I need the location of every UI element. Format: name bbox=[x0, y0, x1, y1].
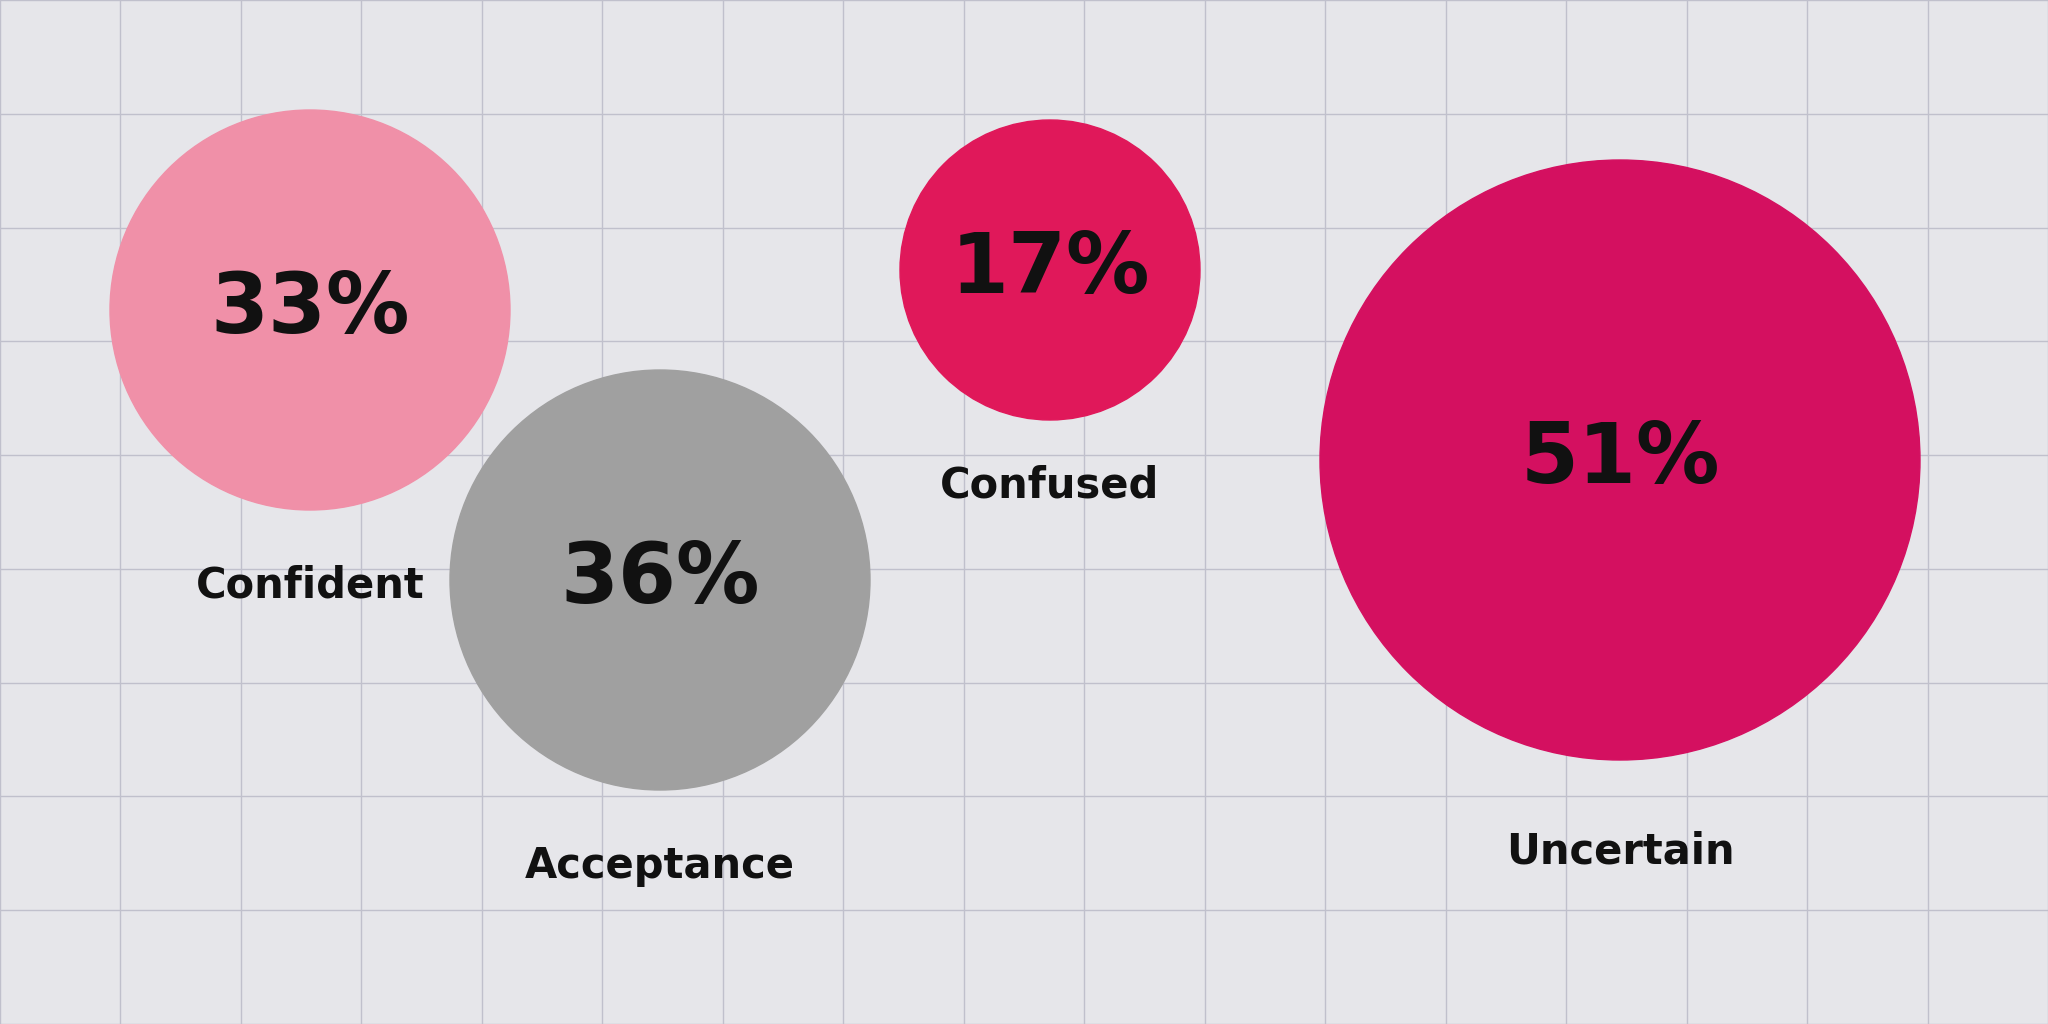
Text: Acceptance: Acceptance bbox=[524, 845, 795, 887]
Text: Confident: Confident bbox=[197, 565, 424, 607]
Text: 36%: 36% bbox=[561, 540, 760, 621]
Circle shape bbox=[451, 370, 870, 790]
Text: 33%: 33% bbox=[211, 269, 410, 350]
Text: 51%: 51% bbox=[1520, 420, 1720, 501]
Text: 17%: 17% bbox=[950, 229, 1149, 310]
Circle shape bbox=[1321, 160, 1921, 760]
Text: Confused: Confused bbox=[940, 465, 1159, 507]
Circle shape bbox=[899, 120, 1200, 420]
Circle shape bbox=[111, 110, 510, 510]
Text: Uncertain: Uncertain bbox=[1505, 830, 1735, 872]
